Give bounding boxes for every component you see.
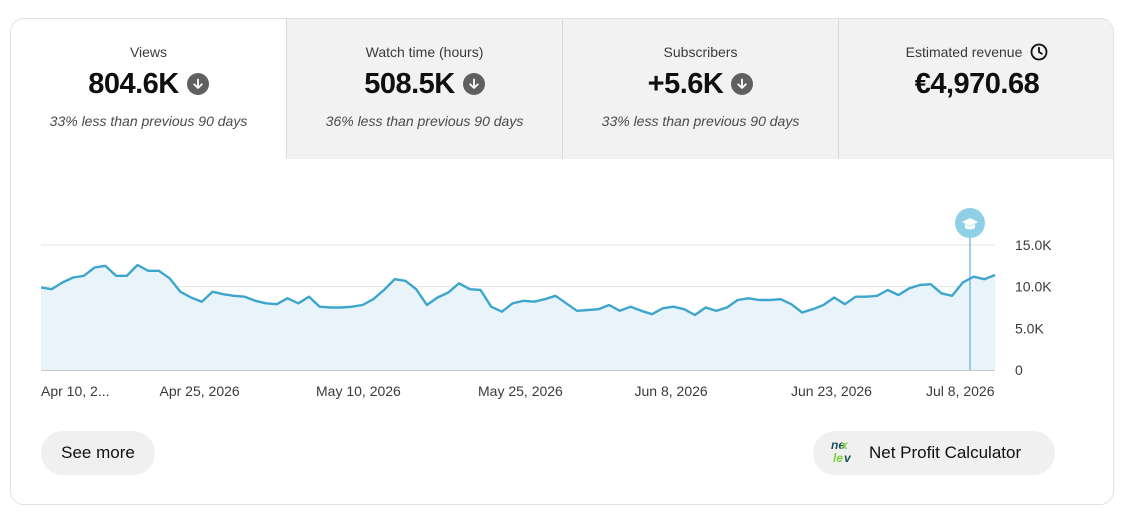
tab-watch-time[interactable]: Watch time (hours) 508.5K 36% less than … xyxy=(287,19,563,159)
net-profit-calculator-button[interactable]: ne x le v Net Profit Calculator xyxy=(813,431,1055,475)
graduation-cap-icon[interactable] xyxy=(955,208,985,238)
analytics-card: Views 804.6K 33% less than previous 90 d… xyxy=(10,18,1114,505)
subscribers-value: +5.6K xyxy=(647,68,724,100)
svg-text:le: le xyxy=(833,451,843,464)
views-line xyxy=(40,263,996,317)
tab-estimated-revenue[interactable]: Estimated revenue €4,970.68 xyxy=(839,19,1113,159)
watch-time-value: 508.5K xyxy=(364,68,455,100)
watch-time-comparison: 36% less than previous 90 days xyxy=(325,113,524,129)
arrow-down-icon xyxy=(186,73,209,95)
x-tick-label: Apr 25, 2026 xyxy=(160,383,240,399)
tab-subscribers[interactable]: Subscribers +5.6K 33% less than previous… xyxy=(563,19,839,159)
arrow-down-icon xyxy=(731,73,754,95)
views-chart: 15.0K 10.0K 5.0K 0 Apr 10, 2... Apr 25, 2026 M… xyxy=(40,208,1052,399)
clock-icon xyxy=(1030,43,1048,61)
y-tick-label: 0 xyxy=(1015,362,1023,378)
tab-revenue-label: Estimated revenue xyxy=(905,44,1023,60)
y-tick-label: 5.0K xyxy=(1015,320,1044,336)
svg-text:ne: ne xyxy=(831,438,845,452)
nexlev-logo-icon: ne x le v xyxy=(831,438,859,469)
views-value: 804.6K xyxy=(88,68,179,100)
arrow-down-icon xyxy=(462,73,485,95)
x-tick-label: Apr 10, 2... xyxy=(41,383,109,399)
x-tick-label: May 25, 2026 xyxy=(478,383,563,399)
svg-text:v: v xyxy=(844,451,852,464)
views-comparison: 33% less than previous 90 days xyxy=(49,113,248,129)
revenue-value: €4,970.68 xyxy=(914,68,1040,100)
y-tick-label: 15.0K xyxy=(1015,237,1052,253)
metric-tabs: Views 804.6K 33% less than previous 90 d… xyxy=(11,19,1113,159)
svg-text:x: x xyxy=(840,438,849,452)
subscribers-comparison: 33% less than previous 90 days xyxy=(601,113,800,129)
see-more-button[interactable]: See more xyxy=(41,431,155,475)
tab-watch-time-label: Watch time (hours) xyxy=(365,44,484,60)
tab-views[interactable]: Views 804.6K 33% less than previous 90 d… xyxy=(11,19,287,159)
x-tick-label: Jun 8, 2026 xyxy=(635,383,708,399)
y-tick-label: 10.0K xyxy=(1015,279,1052,295)
tab-subscribers-label: Subscribers xyxy=(663,44,738,60)
x-tick-label: May 10, 2026 xyxy=(316,383,401,399)
x-tick-label: Jul 8, 2026 xyxy=(926,383,995,399)
net-profit-calculator-label: Net Profit Calculator xyxy=(869,443,1022,462)
views-area xyxy=(41,265,995,370)
tab-views-label: Views xyxy=(129,44,168,60)
x-tick-label: Jun 23, 2026 xyxy=(791,383,872,399)
